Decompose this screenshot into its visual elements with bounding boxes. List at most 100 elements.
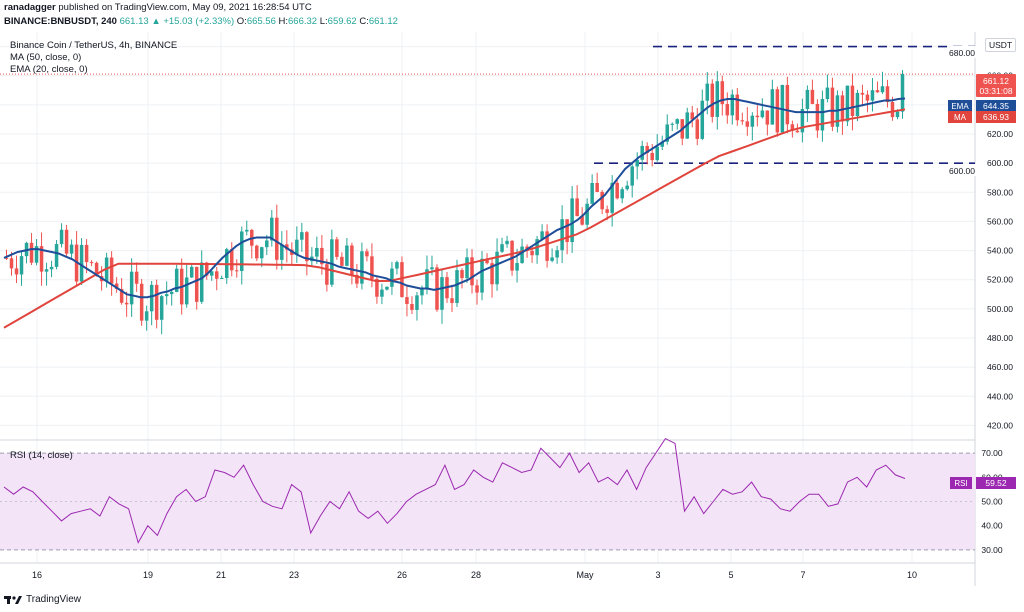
candle-body xyxy=(194,266,199,302)
candle-body xyxy=(670,123,674,125)
price-tick-label: 560.00 xyxy=(987,216,1013,226)
candle-body xyxy=(460,270,464,279)
candle-body xyxy=(735,94,740,121)
candle-body xyxy=(640,145,644,160)
horizontal-levels xyxy=(594,45,975,164)
candle-body xyxy=(124,302,129,305)
time-tick-label: 21 xyxy=(216,570,226,580)
time-tick-label: 26 xyxy=(397,570,407,580)
candle-body xyxy=(199,262,204,302)
candle-body xyxy=(430,267,434,270)
candle-body xyxy=(475,285,479,293)
candle-body xyxy=(620,189,624,199)
price-axis-ticks: 420.00 440.00 460.00 480.00 500.00 520.00 540.… xyxy=(987,42,1013,431)
candle-body xyxy=(240,231,244,272)
price-tick-label: 480.00 xyxy=(987,333,1013,343)
candle-body xyxy=(690,112,695,120)
candle-body xyxy=(600,191,604,210)
time-tick-label: 28 xyxy=(471,570,481,580)
sup-badge-text: 600.00 xyxy=(949,166,975,176)
candle-body xyxy=(169,291,174,295)
countdown-text: 03:31:08 xyxy=(979,86,1012,96)
candle-body xyxy=(425,269,429,289)
high-value: 666.32 xyxy=(288,16,318,27)
candle-body xyxy=(350,245,354,275)
candle-body xyxy=(134,271,139,284)
candle-body xyxy=(495,251,499,285)
candle-body xyxy=(275,217,279,260)
candle-body xyxy=(885,86,890,103)
candle-body xyxy=(470,257,474,286)
candle-body xyxy=(29,242,34,263)
candle-body xyxy=(560,219,564,251)
time-tick-label: May xyxy=(576,570,594,580)
rsi-badge-text: 59.52 xyxy=(985,478,1007,488)
res-badge-text: 680.00 xyxy=(949,48,975,58)
candle-body xyxy=(450,298,454,303)
legend-ma[interactable]: MA (50, close, 0) xyxy=(10,52,82,63)
rsi-band-lines xyxy=(0,452,975,551)
legend-rsi[interactable]: RSI (14, close) xyxy=(10,450,73,461)
candle-body xyxy=(795,130,800,133)
candle-body xyxy=(775,89,780,133)
candle-body xyxy=(800,108,805,133)
ema-badge-text: 644.35 xyxy=(983,101,1009,111)
candle-body xyxy=(840,95,845,122)
candle-body xyxy=(810,89,815,104)
ema-line xyxy=(3,97,906,299)
candle-body xyxy=(635,159,639,167)
candle-body xyxy=(455,270,459,303)
candle-body xyxy=(265,240,269,248)
candle-body xyxy=(144,311,149,321)
candle-body xyxy=(615,182,619,199)
candle-body xyxy=(880,86,885,93)
candle-body xyxy=(59,229,64,245)
candle-body xyxy=(184,277,189,305)
candle-body xyxy=(500,244,504,252)
candle-body xyxy=(465,257,469,279)
candle-body xyxy=(505,240,509,245)
time-tick-label: 10 xyxy=(907,570,917,580)
candle-body xyxy=(675,119,679,124)
candle-body xyxy=(280,244,284,260)
author-name[interactable]: ranadagger xyxy=(4,2,56,13)
candle-body xyxy=(510,240,514,271)
low-label: L: xyxy=(319,16,328,27)
price-tick-label: 600.00 xyxy=(987,158,1013,168)
candle-body xyxy=(545,231,549,261)
candle-body xyxy=(720,81,725,105)
last-price-badge xyxy=(976,74,1016,97)
candle-body xyxy=(580,216,584,225)
ema-tag xyxy=(948,100,972,112)
candle-body xyxy=(159,296,164,320)
price-tick-label: 620.00 xyxy=(987,129,1013,139)
candle-body xyxy=(565,219,569,243)
candle-body xyxy=(815,103,820,131)
currency-label[interactable]: USDT xyxy=(985,38,1017,52)
time-tick-label: 23 xyxy=(289,570,299,580)
candle-body xyxy=(575,198,579,217)
price-tick-label: 420.00 xyxy=(987,420,1013,430)
candle-body xyxy=(830,87,835,127)
candle-body xyxy=(405,297,409,304)
price-tick-label: 500.00 xyxy=(987,304,1013,314)
open-label: O: xyxy=(236,16,247,27)
candle-body xyxy=(154,284,159,320)
candle-body xyxy=(805,89,810,109)
symbol-label: BINANCE:BNBUSDT, 240 xyxy=(4,16,117,27)
candle-body xyxy=(255,245,259,259)
candle-body xyxy=(875,90,880,93)
candle-body xyxy=(109,257,114,284)
last-price-badge-text: 661.12 xyxy=(983,76,1009,86)
candle-body xyxy=(300,232,304,240)
rsi-line xyxy=(3,437,906,544)
candle-body xyxy=(54,244,59,267)
candle-body xyxy=(270,217,274,241)
legend-ema[interactable]: EMA (20, close, 0) xyxy=(10,64,88,75)
time-axis-ticks: 16 19 21 23 26 28 May 3 5 7 10 xyxy=(32,570,917,580)
candle-body xyxy=(415,295,419,310)
candle-body xyxy=(630,166,634,186)
candle-body xyxy=(820,99,825,131)
candle-body xyxy=(400,262,404,298)
candle-body xyxy=(39,246,44,272)
